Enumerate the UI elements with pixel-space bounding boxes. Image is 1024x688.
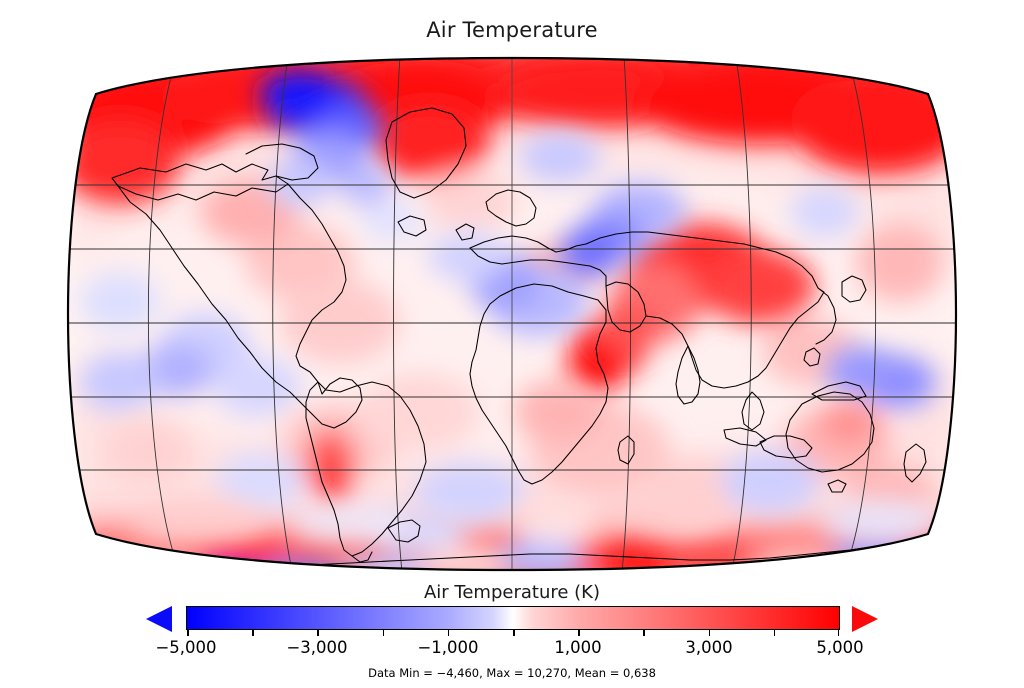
- coastline-tasmania: [827, 479, 847, 493]
- coastline-scandinavia: [485, 189, 537, 227]
- coastline-philippines: [803, 347, 821, 367]
- coastline-north-africa: [469, 247, 607, 287]
- colorbar-area: Air Temperature (K) −5,000 −3,000 −1,000…: [0, 582, 1024, 688]
- coastline-tierra-del-fuego: [351, 551, 373, 563]
- colorbar-gradient[interactable]: [186, 606, 840, 636]
- coastline-siberia-north: [585, 231, 819, 289]
- colorbar[interactable]: [140, 605, 884, 636]
- colorbar-tick-label: −1,000: [417, 638, 479, 657]
- coastline-canadian-arctic: [245, 143, 319, 181]
- coastlines: [95, 107, 929, 570]
- coastline-south-america: [305, 381, 427, 557]
- colorbar-tick-label: −5,000: [155, 638, 217, 657]
- colorbar-extend-low-arrow-icon: [146, 606, 172, 632]
- meridian-60w: [272, 58, 293, 570]
- coastline-gulf-central-america: [311, 377, 363, 429]
- coastline-borneo: [759, 435, 813, 459]
- coastline-british-isles: [455, 223, 475, 241]
- colorbar-tick-label: 1,000: [554, 638, 602, 657]
- coastline-china-east: [815, 287, 837, 345]
- map-svg: [66, 56, 958, 572]
- map-boundary: [66, 56, 958, 572]
- meridian-120e: [845, 61, 877, 569]
- data-stats-line: Data Min = −4,460, Max = 10,270, Mean = …: [368, 666, 656, 680]
- coastline-new-zealand: [903, 443, 927, 483]
- coastline-madagascar: [617, 435, 635, 465]
- coastline-north-america-east: [287, 183, 347, 383]
- meridian-120w: [147, 61, 179, 569]
- coastline-africa: [469, 283, 609, 485]
- graticule: [68, 58, 956, 570]
- coastline-south-georgia: [387, 519, 421, 543]
- coastline-alaska-nw-canada: [111, 163, 289, 201]
- meridian-60e: [731, 58, 752, 570]
- colorbar-tick-labels: −5,000 −3,000 −1,000 1,000 3,000 5,000: [140, 638, 884, 660]
- coastline-india: [675, 345, 701, 405]
- coastline-australia: [785, 391, 875, 473]
- coastline-indochina: [741, 391, 765, 431]
- colorbar-tick-label: 3,000: [685, 638, 733, 657]
- coastline-sumatra-java: [723, 427, 767, 447]
- colorbar-title: Air Temperature (K): [423, 582, 601, 603]
- page-title: Air Temperature: [426, 18, 598, 42]
- coastline-asia-south: [645, 287, 825, 389]
- colorbar-extend-high-arrow-icon: [852, 606, 878, 632]
- coastline-antarctic-peninsula: [229, 569, 391, 570]
- meridian-30e: [621, 58, 631, 570]
- colorbar-tick-label: 5,000: [816, 638, 864, 657]
- coastline-arabian-peninsula: [605, 281, 647, 333]
- coastline-new-guinea: [811, 381, 867, 401]
- coastline-mediterranean-north: [469, 235, 587, 253]
- colorbar-tick-label: −3,000: [286, 638, 348, 657]
- coastline-north-america-west: [117, 185, 313, 415]
- map-figure: [0, 52, 1024, 582]
- coastline-iceland: [397, 215, 427, 237]
- coastline-japan: [841, 275, 867, 303]
- coastline-greenland: [385, 107, 467, 199]
